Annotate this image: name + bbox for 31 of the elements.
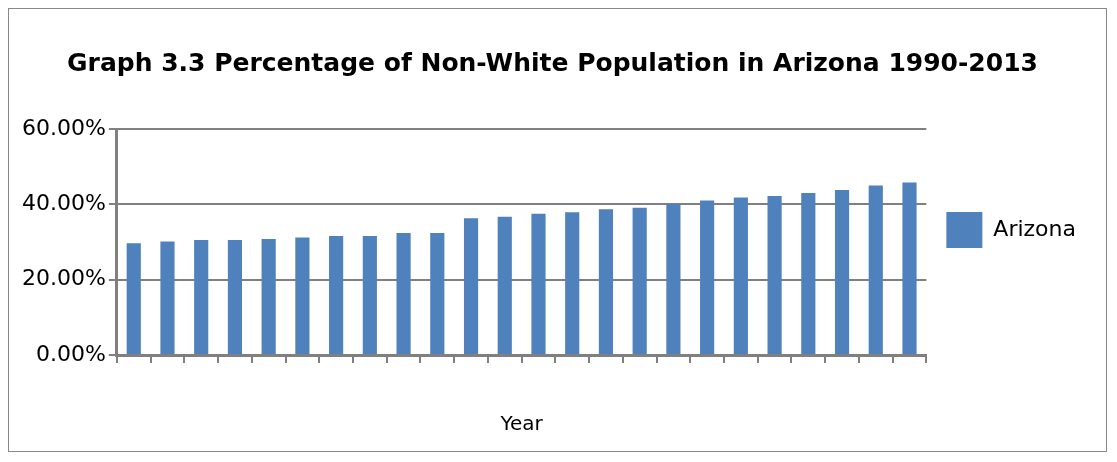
bar [632, 207, 647, 354]
bar [666, 203, 681, 354]
bar [362, 235, 377, 354]
bar [160, 241, 175, 354]
chart-title: Graph 3.3 Percentage of Non-White Population in Arizona 1990-2013 [67, 47, 1038, 77]
bar [565, 212, 580, 354]
bar [801, 193, 816, 354]
bar [261, 238, 276, 354]
y-tick-label: 0.00% [36, 340, 106, 366]
bar [868, 185, 883, 354]
y-tick-label: 60.00% [22, 114, 106, 140]
bar [497, 216, 512, 354]
bar [902, 182, 917, 354]
bar [194, 240, 209, 354]
legend-label: Arizona [993, 215, 1076, 241]
bar [463, 218, 479, 354]
bar [767, 196, 782, 354]
x-axis-title: Year [499, 411, 544, 436]
bar [531, 213, 546, 354]
bar [227, 240, 243, 354]
bar [396, 232, 411, 354]
bar [126, 243, 141, 354]
bar [733, 197, 748, 354]
bar [834, 190, 850, 354]
y-tick-label: 40.00% [22, 190, 106, 216]
bar [295, 237, 310, 354]
y-tick-label: 20.00% [22, 265, 106, 291]
bar [700, 200, 715, 354]
bar [430, 232, 445, 354]
bar [329, 235, 344, 354]
bar [598, 209, 614, 354]
